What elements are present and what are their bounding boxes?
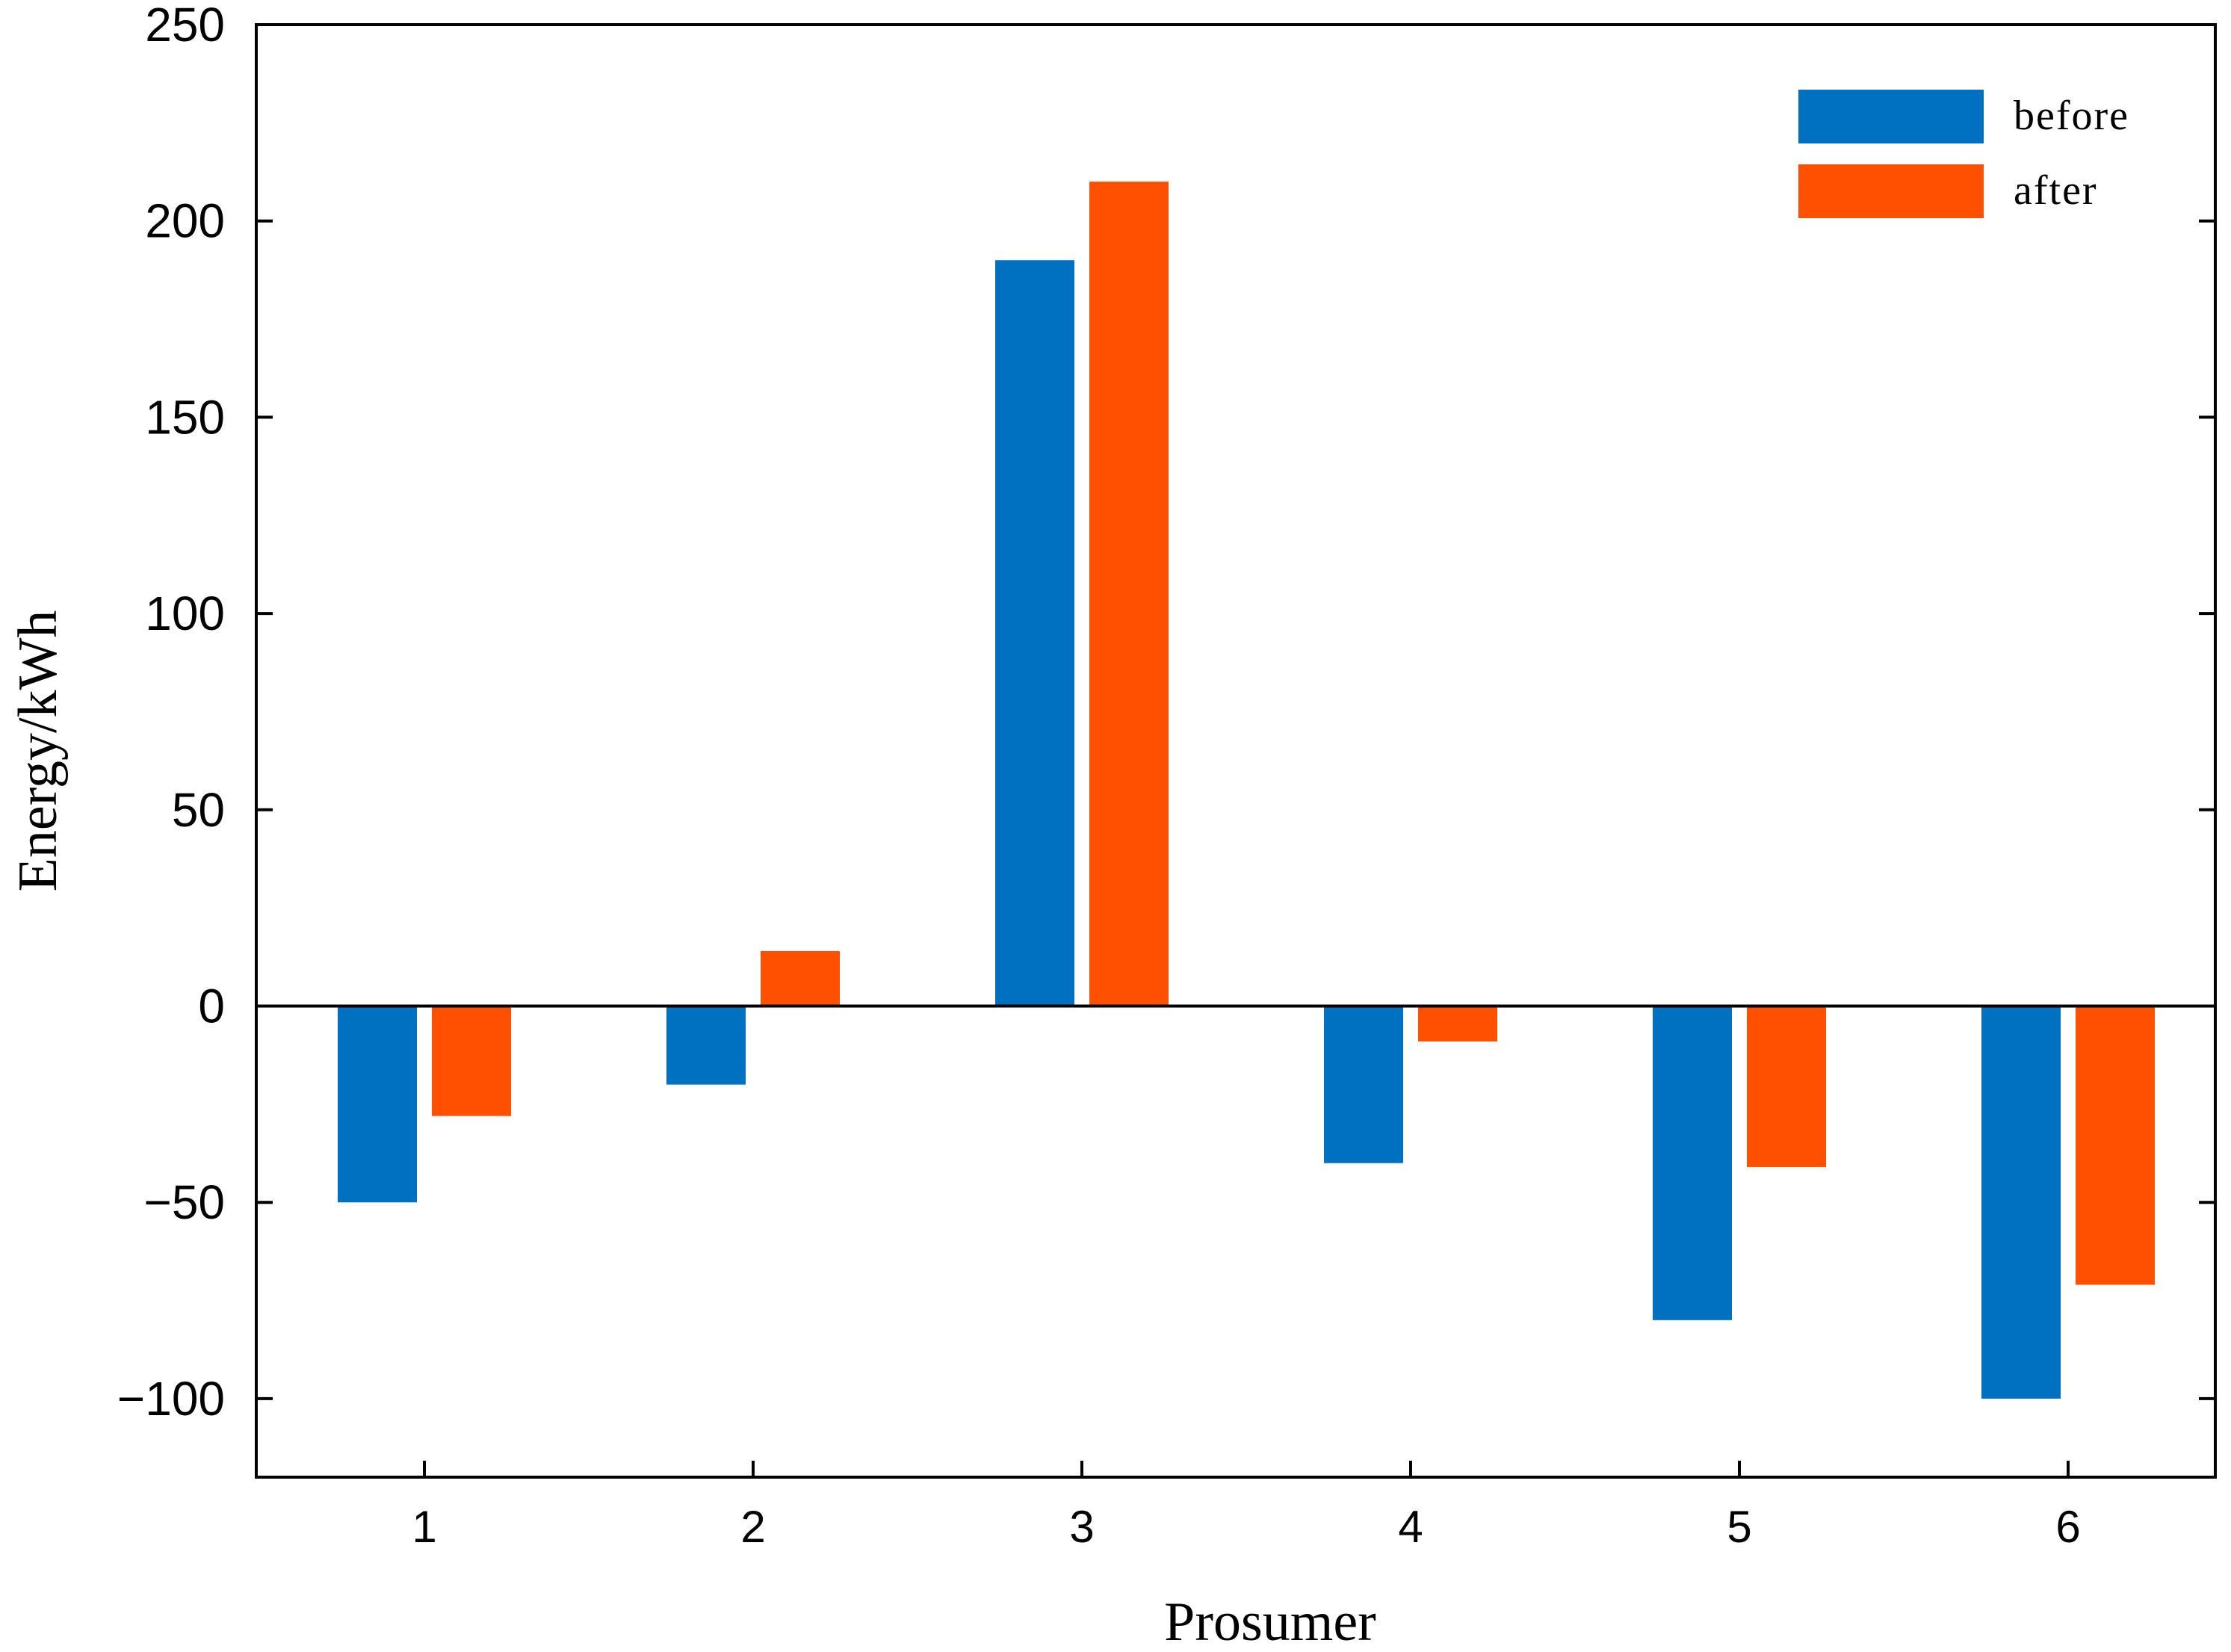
y-tick-label: 50 bbox=[172, 783, 225, 837]
bar-after-4 bbox=[1418, 1006, 1497, 1042]
legend-swatch-after bbox=[1798, 164, 1984, 218]
legend: before after bbox=[1798, 90, 2129, 218]
bar-before-2 bbox=[666, 1006, 746, 1085]
legend-label-after: after bbox=[2014, 167, 2098, 214]
bar-after-6 bbox=[2076, 1006, 2155, 1285]
bar-before-6 bbox=[1981, 1006, 2061, 1399]
y-tick-label: 150 bbox=[145, 390, 225, 444]
x-tick-label: 5 bbox=[1727, 1502, 1751, 1552]
y-tick-label: 0 bbox=[198, 980, 225, 1033]
x-tick-label: 3 bbox=[1069, 1502, 1094, 1552]
x-tick-label: 4 bbox=[1398, 1502, 1423, 1552]
bar-after-5 bbox=[1747, 1006, 1826, 1167]
x-axis-title: Prosumer bbox=[1164, 1591, 1376, 1652]
bars bbox=[338, 182, 2155, 1399]
x-tick-label: 2 bbox=[740, 1502, 765, 1552]
bar-before-1 bbox=[338, 1006, 417, 1203]
y-tick-label: 200 bbox=[145, 194, 225, 248]
y-tick-label: 100 bbox=[145, 587, 225, 640]
y-axis-ticks: 250 200 150 100 50 0 −50 −100 bbox=[117, 0, 2215, 1426]
bar-before-5 bbox=[1653, 1006, 1732, 1320]
bar-after-3 bbox=[1089, 182, 1169, 1006]
bar-before-3 bbox=[995, 260, 1074, 1006]
bar-before-4 bbox=[1324, 1006, 1403, 1163]
bar-after-1 bbox=[432, 1006, 511, 1116]
bar-after-2 bbox=[761, 950, 840, 1006]
legend-label-before: before bbox=[2014, 93, 2129, 139]
y-axis-title: Energy/kWh bbox=[7, 610, 69, 892]
plot-frame bbox=[255, 23, 2217, 1479]
y-tick-label: −50 bbox=[143, 1175, 225, 1229]
x-tick-label: 1 bbox=[412, 1502, 436, 1552]
legend-swatch-before bbox=[1798, 90, 1984, 143]
y-tick-label: 250 bbox=[145, 0, 225, 52]
x-axis-ticks: 1 2 3 4 5 6 bbox=[412, 1461, 2081, 1552]
y-tick-label: −100 bbox=[117, 1372, 225, 1426]
x-tick-label: 6 bbox=[2055, 1502, 2080, 1552]
